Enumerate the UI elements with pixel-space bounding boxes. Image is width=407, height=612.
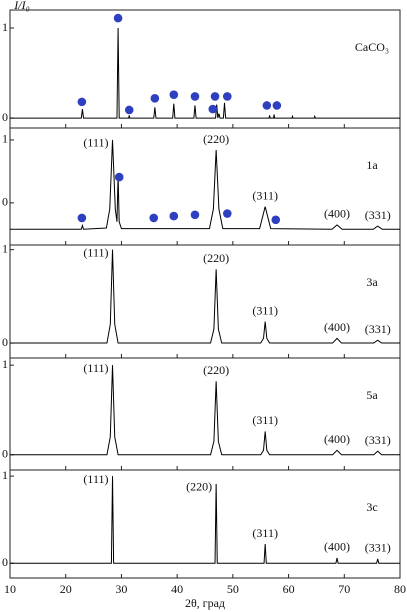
marker: [190, 210, 200, 220]
xrd-line: [10, 249, 400, 344]
peak-label: (311): [252, 526, 278, 540]
x-tick-label: 50: [227, 582, 239, 596]
peak-label: (220): [203, 251, 229, 265]
y-axis-label: I/I₀: [13, 0, 30, 12]
xrd-line: [10, 476, 400, 564]
marker: [222, 92, 232, 101]
peak-label: (400): [324, 432, 350, 446]
peak-label: (331): [365, 541, 391, 555]
peak-label: (220): [203, 363, 229, 377]
peak-label: (400): [324, 320, 350, 334]
y-tick-label: 1: [2, 357, 8, 371]
x-tick-label: 20: [60, 582, 72, 596]
y-tick-label: 0: [2, 195, 8, 209]
peak-label: (111): [83, 361, 108, 375]
panel-label: 5a: [366, 388, 378, 402]
y-tick-label: 0: [2, 335, 8, 349]
x-tick-label: 70: [338, 582, 350, 596]
x-tick-label: 80: [394, 582, 406, 596]
peak-label: (311): [252, 413, 278, 427]
peak-label: (331): [365, 433, 391, 447]
marker: [124, 105, 134, 115]
y-tick-label: 1: [2, 241, 8, 255]
panel-label: 3c: [366, 500, 377, 514]
x-tick-label: 10: [4, 582, 16, 596]
panel-label: 1a: [366, 158, 378, 172]
marker: [113, 13, 123, 23]
marker: [149, 213, 159, 223]
peak-label: (400): [324, 207, 350, 221]
y-tick-label: 0: [2, 447, 8, 461]
peak-label: (331): [365, 322, 391, 336]
panel-label: CaCO₃: [355, 40, 389, 54]
marker: [77, 97, 87, 107]
peak-label: (220): [186, 480, 212, 494]
x-axis-label: 2θ, град: [185, 596, 225, 610]
xrd-line: [10, 28, 400, 119]
xrd-line: [10, 139, 400, 230]
xrd-line: [10, 365, 400, 456]
y-tick-label: 1: [2, 132, 8, 146]
peak-label: (331): [365, 208, 391, 222]
marker: [114, 172, 124, 182]
panel-label: 3a: [366, 275, 378, 289]
marker: [222, 209, 232, 218]
y-tick-label: 0: [2, 110, 8, 124]
peak-label: (111): [83, 472, 108, 486]
marker: [272, 101, 282, 110]
peak-label: (400): [324, 540, 350, 554]
y-tick-label: 0: [2, 555, 8, 569]
panel-frame: [9, 9, 401, 129]
peak-label: (111): [83, 136, 108, 150]
marker: [150, 93, 160, 103]
marker: [208, 104, 218, 114]
peak-label: (311): [252, 303, 278, 317]
marker: [210, 92, 220, 101]
marker: [262, 101, 272, 110]
peak-label: (111): [83, 245, 108, 259]
marker: [169, 90, 179, 99]
marker: [271, 215, 281, 225]
x-tick-label: 60: [283, 582, 295, 596]
peak-label: (220): [203, 132, 229, 146]
marker: [190, 92, 200, 101]
x-tick-label: 30: [115, 582, 127, 596]
y-tick-label: 1: [2, 20, 8, 34]
x-tick-label: 40: [171, 582, 183, 596]
marker: [77, 213, 87, 223]
y-tick-label: 1: [2, 468, 8, 482]
marker: [169, 211, 179, 221]
peak-label: (311): [252, 188, 278, 202]
panel-frame: [9, 469, 401, 579]
